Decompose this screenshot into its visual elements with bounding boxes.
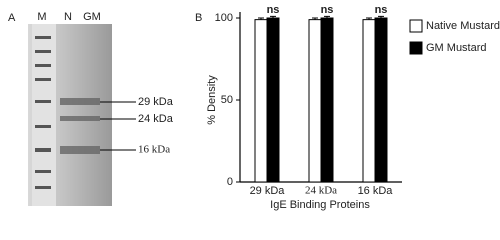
bar	[254, 19, 268, 183]
y-axis-label: % Density	[206, 75, 218, 125]
legend-swatch	[409, 19, 423, 33]
bar	[374, 17, 388, 183]
page: A M N GM 29 kDa 24 kDa 16 kDa B % Densit…	[8, 3, 500, 211]
sample-bands	[60, 98, 100, 154]
y-tick-label: 50	[221, 94, 233, 106]
marker-lane	[32, 24, 56, 206]
bar	[362, 19, 376, 183]
marker-label: 24 kDa	[138, 113, 174, 125]
y-tick-label: 100	[215, 12, 233, 24]
legend-label: GM Mustard	[426, 42, 487, 54]
figure: A M N GM 29 kDa 24 kDa 16 kDa B % Densit…	[8, 4, 500, 211]
x-axis-label: IgE Binding Proteins	[270, 199, 370, 211]
marker-lines	[100, 101, 136, 151]
panel-letter: A	[8, 12, 16, 24]
panel-letter: B	[195, 12, 202, 24]
legend-swatch	[409, 41, 423, 55]
x-tick-label: 29 kDa	[250, 185, 286, 197]
error-bar	[312, 17, 318, 20]
lane-label: GM	[83, 11, 101, 23]
y-tick-label: 0	[227, 176, 233, 188]
lane-label: M	[37, 11, 46, 23]
annotation: ns	[321, 4, 334, 16]
bar	[266, 17, 280, 183]
error-bar	[366, 17, 372, 20]
annotation: ns	[375, 4, 388, 16]
marker-bands	[35, 36, 51, 189]
annotation: ns	[267, 4, 280, 16]
error-bar	[258, 17, 264, 20]
marker-label: 29 kDa	[138, 96, 174, 108]
x-tick-label: 16 kDa	[358, 185, 394, 197]
legend-label: Native Mustard	[426, 20, 500, 32]
error-bar	[378, 15, 384, 18]
lane-label: N	[64, 11, 72, 23]
bar	[320, 17, 334, 183]
error-bar	[324, 15, 330, 18]
x-tick-label: 24 kDa	[305, 185, 337, 197]
marker-label: 16 kDa	[138, 144, 170, 156]
error-bar	[270, 15, 276, 18]
bar	[308, 19, 322, 183]
